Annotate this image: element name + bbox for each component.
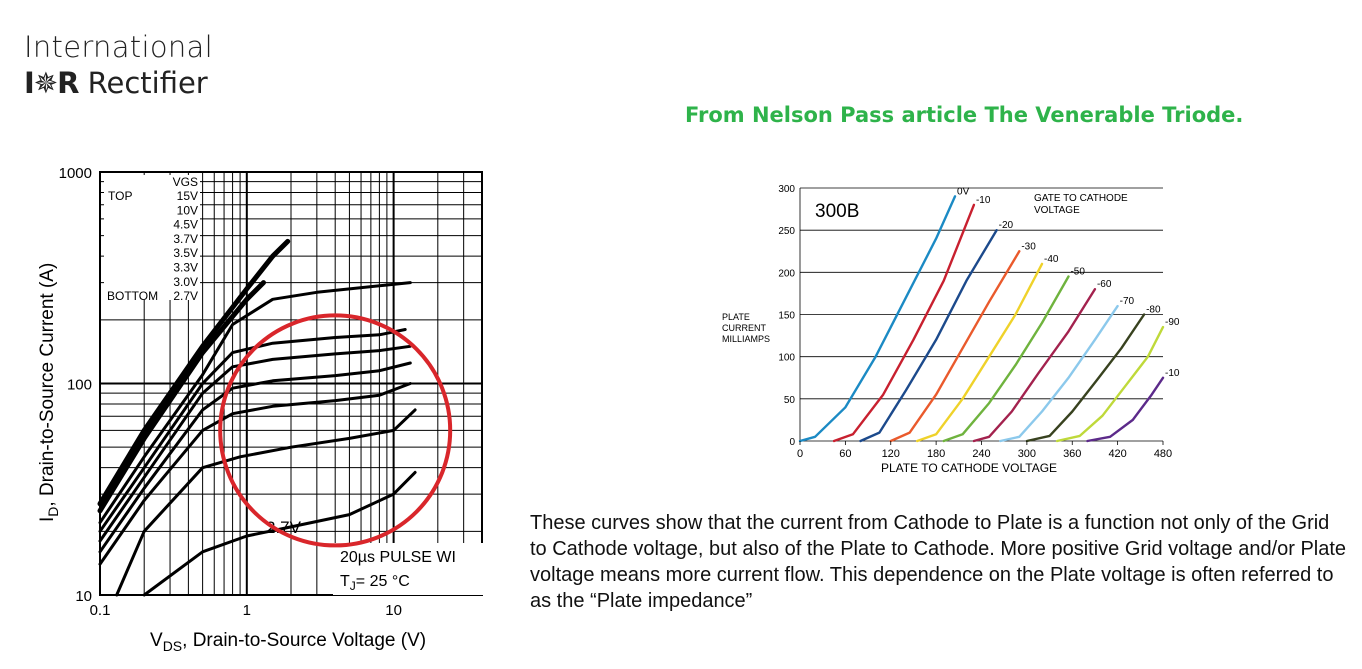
mosfet-output-chart: 20µs PULSE WI TJ= 25 °C VGS15V10V4.5V3.7… <box>37 165 483 654</box>
pulse-note-box <box>333 543 483 595</box>
triode-series-label: -90 <box>1165 317 1180 328</box>
triode-curve <box>915 262 1044 443</box>
legend-entry: 3.0V <box>173 275 198 289</box>
x-tick-label: 0.1 <box>90 602 111 619</box>
legend-entry: 4.5V <box>173 218 198 232</box>
x-tick-label: 480 <box>1154 448 1172 460</box>
triode-series-label: -60 <box>1097 279 1112 290</box>
mosfet-tick-labels: 0.1 1 10 10 100 1000 <box>59 165 402 619</box>
triode-series-label: -70 <box>1120 296 1135 307</box>
triode-curve <box>859 229 998 443</box>
legend-entry: 3.5V <box>173 246 198 260</box>
x-tick-label: 0 <box>797 448 803 460</box>
triode-series-label: -50 <box>1070 267 1085 278</box>
mosfet-y-axis-label: ID, Drain-to-Source Current (A) <box>37 263 61 522</box>
x-tick-label: 180 <box>927 448 945 460</box>
logo-text-international: International <box>24 30 213 64</box>
mosfet-curve-3 <box>98 281 412 525</box>
triode-curve <box>1055 325 1165 443</box>
highlight-circle <box>218 313 453 548</box>
triode-series-label: -100 <box>1165 368 1180 379</box>
mosfet-grid <box>99 171 483 596</box>
x-tick-label: 420 <box>1108 448 1126 460</box>
legend-entry: 10V <box>177 203 198 217</box>
triode-series-labels: 0V -10 -20 -30 -40 -50 -60 -70 -80 -90 -100 <box>957 186 1180 378</box>
y-tick-label: 1000 <box>59 165 92 182</box>
triode-curve <box>972 287 1097 443</box>
legend-entry: 2.7V <box>173 289 198 303</box>
explanation-text: These curves show that the current from … <box>530 512 1347 612</box>
ir-logo-icon: I✵R <box>24 66 79 100</box>
x-tick-label: 300 <box>1018 448 1036 460</box>
x-tick-label: 360 <box>1063 448 1081 460</box>
mosfet-curve-5 <box>98 344 412 543</box>
y-tick-label: 0 <box>789 437 795 448</box>
mosfet-curve-7 <box>98 382 412 566</box>
legend-bottom-label: BOTTOM <box>107 289 158 303</box>
triode-curves <box>798 195 1165 443</box>
mosfet-curve-9 <box>142 470 417 597</box>
x-tick-label: 120 <box>882 448 900 460</box>
triode-series-label: -20 <box>999 220 1014 231</box>
triode-curve <box>942 275 1070 443</box>
pulse-note-line2: TJ= 25 °C <box>340 573 410 593</box>
triode-y-label-line: PLATE <box>722 312 750 322</box>
triode-title: 300B <box>815 201 859 222</box>
triode-curve <box>1025 313 1146 443</box>
mosfet-x-axis-label: VDS, Drain-to-Source Voltage (V) <box>150 630 426 654</box>
triode-series-label: -30 <box>1021 241 1036 252</box>
logo-text-rectifier-line: I✵R Rectifier <box>24 66 208 100</box>
mosfet-curve-2 <box>97 280 266 514</box>
triode-curve <box>798 195 957 443</box>
x-tick-label: 1 <box>243 602 251 619</box>
triode-curve <box>889 250 1021 443</box>
x-tick-label: 240 <box>972 448 990 460</box>
y-tick-label: 100 <box>67 377 92 394</box>
triode-series-label: -80 <box>1146 305 1161 316</box>
y-tick-label: 10 <box>75 588 92 605</box>
triode-y-label-line: MILLIAMPS <box>722 334 770 344</box>
source-note: From Nelson Pass article The Venerable T… <box>685 103 1244 127</box>
triode-curve <box>832 203 976 443</box>
mosfet-curves <box>97 238 417 597</box>
mosfet-curve-8 <box>115 408 417 597</box>
legend-top-label: TOP <box>108 189 132 203</box>
triode-y-label-line: CURRENT <box>722 323 767 333</box>
legend-entry: 3.7V <box>173 232 198 246</box>
legend-box <box>104 175 200 300</box>
y-tick-label: 150 <box>778 311 795 322</box>
triode-300b-chart: 0 60 120 180 240 300 360 420 480 0 50 100 150 200 250 3… <box>722 184 1180 475</box>
triode-series-label: 0V <box>957 186 970 197</box>
x-tick-label: 10 <box>385 602 402 619</box>
triode-curve <box>999 304 1119 443</box>
mosfet-curve-label: 2.7V <box>266 518 302 537</box>
y-tick-label: 300 <box>778 184 795 195</box>
legend-title: VGS <box>173 175 198 189</box>
legend-entry: 15V <box>177 189 198 203</box>
mosfet-curve-6 <box>98 361 412 554</box>
triode-curve <box>1086 376 1165 443</box>
pulse-note-line1: 20µs PULSE WI <box>340 549 456 566</box>
triode-x-axis-label: PLATE TO CATHODE VOLTAGE <box>881 461 1057 475</box>
mosfet-curve-1 <box>97 238 291 507</box>
triode-tick-labels: 0 60 120 180 240 300 360 420 480 0 50 100 150 200 250 3… <box>778 184 1172 460</box>
y-tick-label: 50 <box>784 395 796 406</box>
triode-series-label: -40 <box>1044 254 1059 265</box>
triode-legend-line1: GATE TO CATHODE <box>1034 193 1128 204</box>
y-tick-label: 200 <box>778 268 795 279</box>
y-tick-label: 100 <box>778 353 795 364</box>
y-tick-label: 250 <box>778 226 795 237</box>
triode-series-label: -10 <box>976 195 991 206</box>
x-tick-label: 60 <box>839 448 851 460</box>
legend-entry: 3.3V <box>173 261 198 275</box>
plot-frame <box>99 171 483 596</box>
triode-legend-line2: VOLTAGE <box>1034 205 1080 216</box>
logo-text-rectifier: Rectifier <box>87 66 208 100</box>
